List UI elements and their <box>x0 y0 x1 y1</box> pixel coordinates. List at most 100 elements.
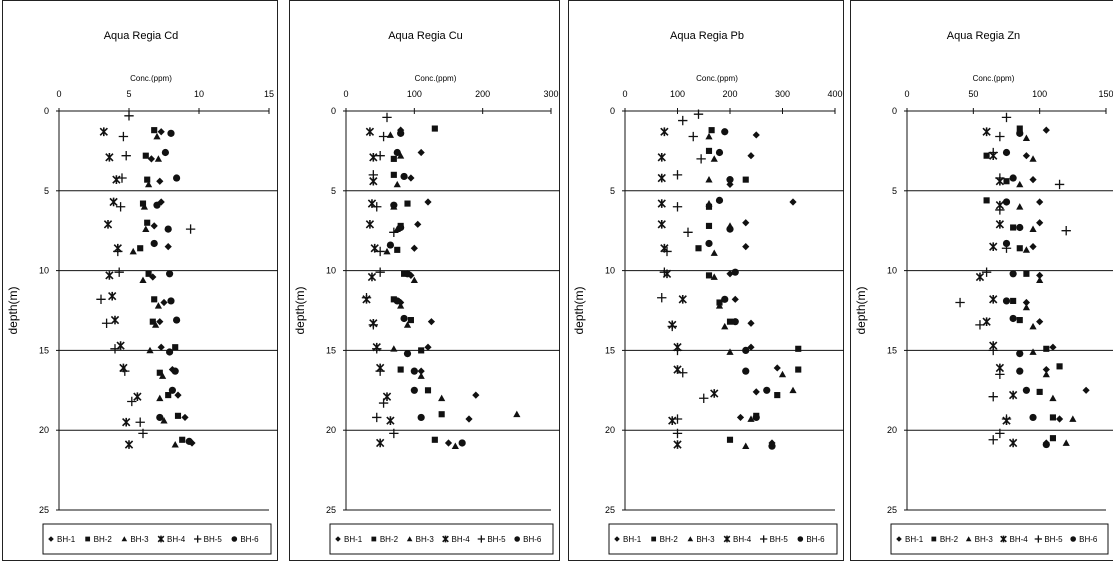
data-point <box>167 297 175 305</box>
data-point <box>164 225 172 233</box>
x-axis-label: Conc.(ppm) <box>696 74 738 83</box>
y-tick-label: 15 <box>887 345 897 355</box>
data-point <box>99 127 108 137</box>
data-point <box>370 243 379 253</box>
data-point <box>1009 270 1017 278</box>
data-point <box>458 439 466 447</box>
data-point <box>160 417 168 424</box>
y-tick-label: 5 <box>44 186 49 196</box>
data-point <box>1002 198 1011 206</box>
data-point <box>752 413 760 422</box>
data-point <box>995 205 1005 215</box>
data-point <box>1001 414 1012 424</box>
x-tick-label: 0 <box>622 89 627 99</box>
data-point <box>660 127 669 137</box>
series-bh-2 <box>390 125 445 443</box>
x-tick-label: 5 <box>126 89 131 99</box>
data-point <box>166 348 174 356</box>
legend-label: BH-3 <box>416 535 435 544</box>
data-point <box>114 267 124 277</box>
data-point <box>403 349 412 358</box>
data-point <box>662 246 672 257</box>
data-point <box>129 247 137 255</box>
legend-label: BH-5 <box>770 535 789 544</box>
data-point <box>400 314 408 323</box>
data-point <box>159 372 167 379</box>
data-point <box>173 316 181 324</box>
series-bh-2 <box>983 125 1063 442</box>
data-point <box>988 345 998 356</box>
data-point <box>710 249 718 256</box>
data-point <box>390 296 397 303</box>
data-point <box>174 412 182 419</box>
data-point <box>451 442 459 450</box>
legend-label: BH-5 <box>1044 535 1063 544</box>
data-point <box>161 148 169 157</box>
data-point <box>742 219 750 227</box>
legend-label: BH-5 <box>204 535 223 544</box>
chart-panel-cu: Aqua Regia Cu Conc.(ppm) depth(m) 0 100 200 30… <box>289 0 560 561</box>
data-point <box>382 392 392 402</box>
data-point <box>105 271 114 280</box>
data-point <box>705 222 713 229</box>
data-point <box>672 414 683 424</box>
data-point <box>166 270 174 278</box>
data-point <box>995 369 1005 380</box>
data-point <box>410 276 418 284</box>
data-point <box>96 294 106 305</box>
data-point <box>1036 388 1043 395</box>
data-point <box>1029 225 1037 232</box>
data-point <box>731 318 739 326</box>
data-point <box>1029 413 1037 422</box>
data-point <box>376 438 385 448</box>
data-point <box>721 322 729 330</box>
y-tick-label: 5 <box>892 186 897 196</box>
data-point <box>705 132 713 140</box>
data-point <box>747 319 755 327</box>
data-point <box>389 227 399 237</box>
data-point <box>153 132 161 140</box>
x-tick-label: 0 <box>343 89 348 99</box>
data-point <box>160 298 168 307</box>
legend-marker <box>406 536 413 542</box>
chart-panel-cd: Aqua Regia Cd Conc.(ppm) depth(m) 0 5 10 15 0 5 1… <box>2 0 278 561</box>
data-point <box>672 345 683 356</box>
y-tick-label: 0 <box>610 106 615 116</box>
data-point <box>417 148 425 157</box>
x-axis-label: Conc.(ppm) <box>973 74 1015 83</box>
data-point <box>1056 363 1063 370</box>
data-point <box>167 129 175 137</box>
y-tick-label: 0 <box>331 106 336 116</box>
series-bh-1 <box>397 126 480 447</box>
legend-marker <box>651 536 657 542</box>
data-point <box>368 170 379 180</box>
data-point <box>763 386 771 394</box>
data-point <box>156 369 163 376</box>
y-tick-label: 20 <box>326 425 336 435</box>
legend-label: BH-1 <box>623 535 642 544</box>
data-point <box>1029 243 1037 251</box>
data-point <box>142 225 150 232</box>
legend-label: BH-3 <box>130 535 149 544</box>
data-point <box>372 344 382 354</box>
data-point <box>789 198 797 206</box>
y-tick-label: 0 <box>44 106 49 116</box>
data-point <box>390 201 398 209</box>
data-point <box>424 387 432 394</box>
legend-label: BH-2 <box>940 535 959 544</box>
data-point <box>108 291 117 301</box>
y-tick-label: 25 <box>326 505 336 515</box>
data-point <box>705 147 713 154</box>
data-point <box>1049 343 1057 351</box>
legend-label: BH-2 <box>94 535 113 544</box>
data-point <box>144 219 151 226</box>
legend-label: BH-1 <box>905 535 924 544</box>
data-point <box>394 246 401 253</box>
legend-marker <box>442 535 449 543</box>
data-point <box>1029 155 1037 162</box>
data-point <box>672 428 683 439</box>
data-point <box>393 297 401 305</box>
data-point <box>145 270 152 277</box>
data-point <box>659 267 670 277</box>
data-point <box>154 155 162 162</box>
